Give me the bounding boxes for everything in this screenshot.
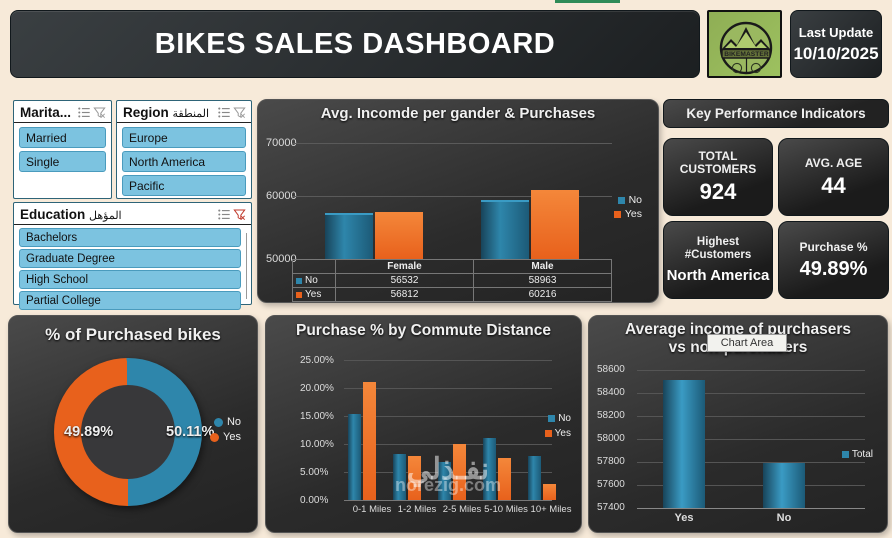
svg-text:BIKEMASTER: BIKEMASTER — [724, 51, 769, 58]
